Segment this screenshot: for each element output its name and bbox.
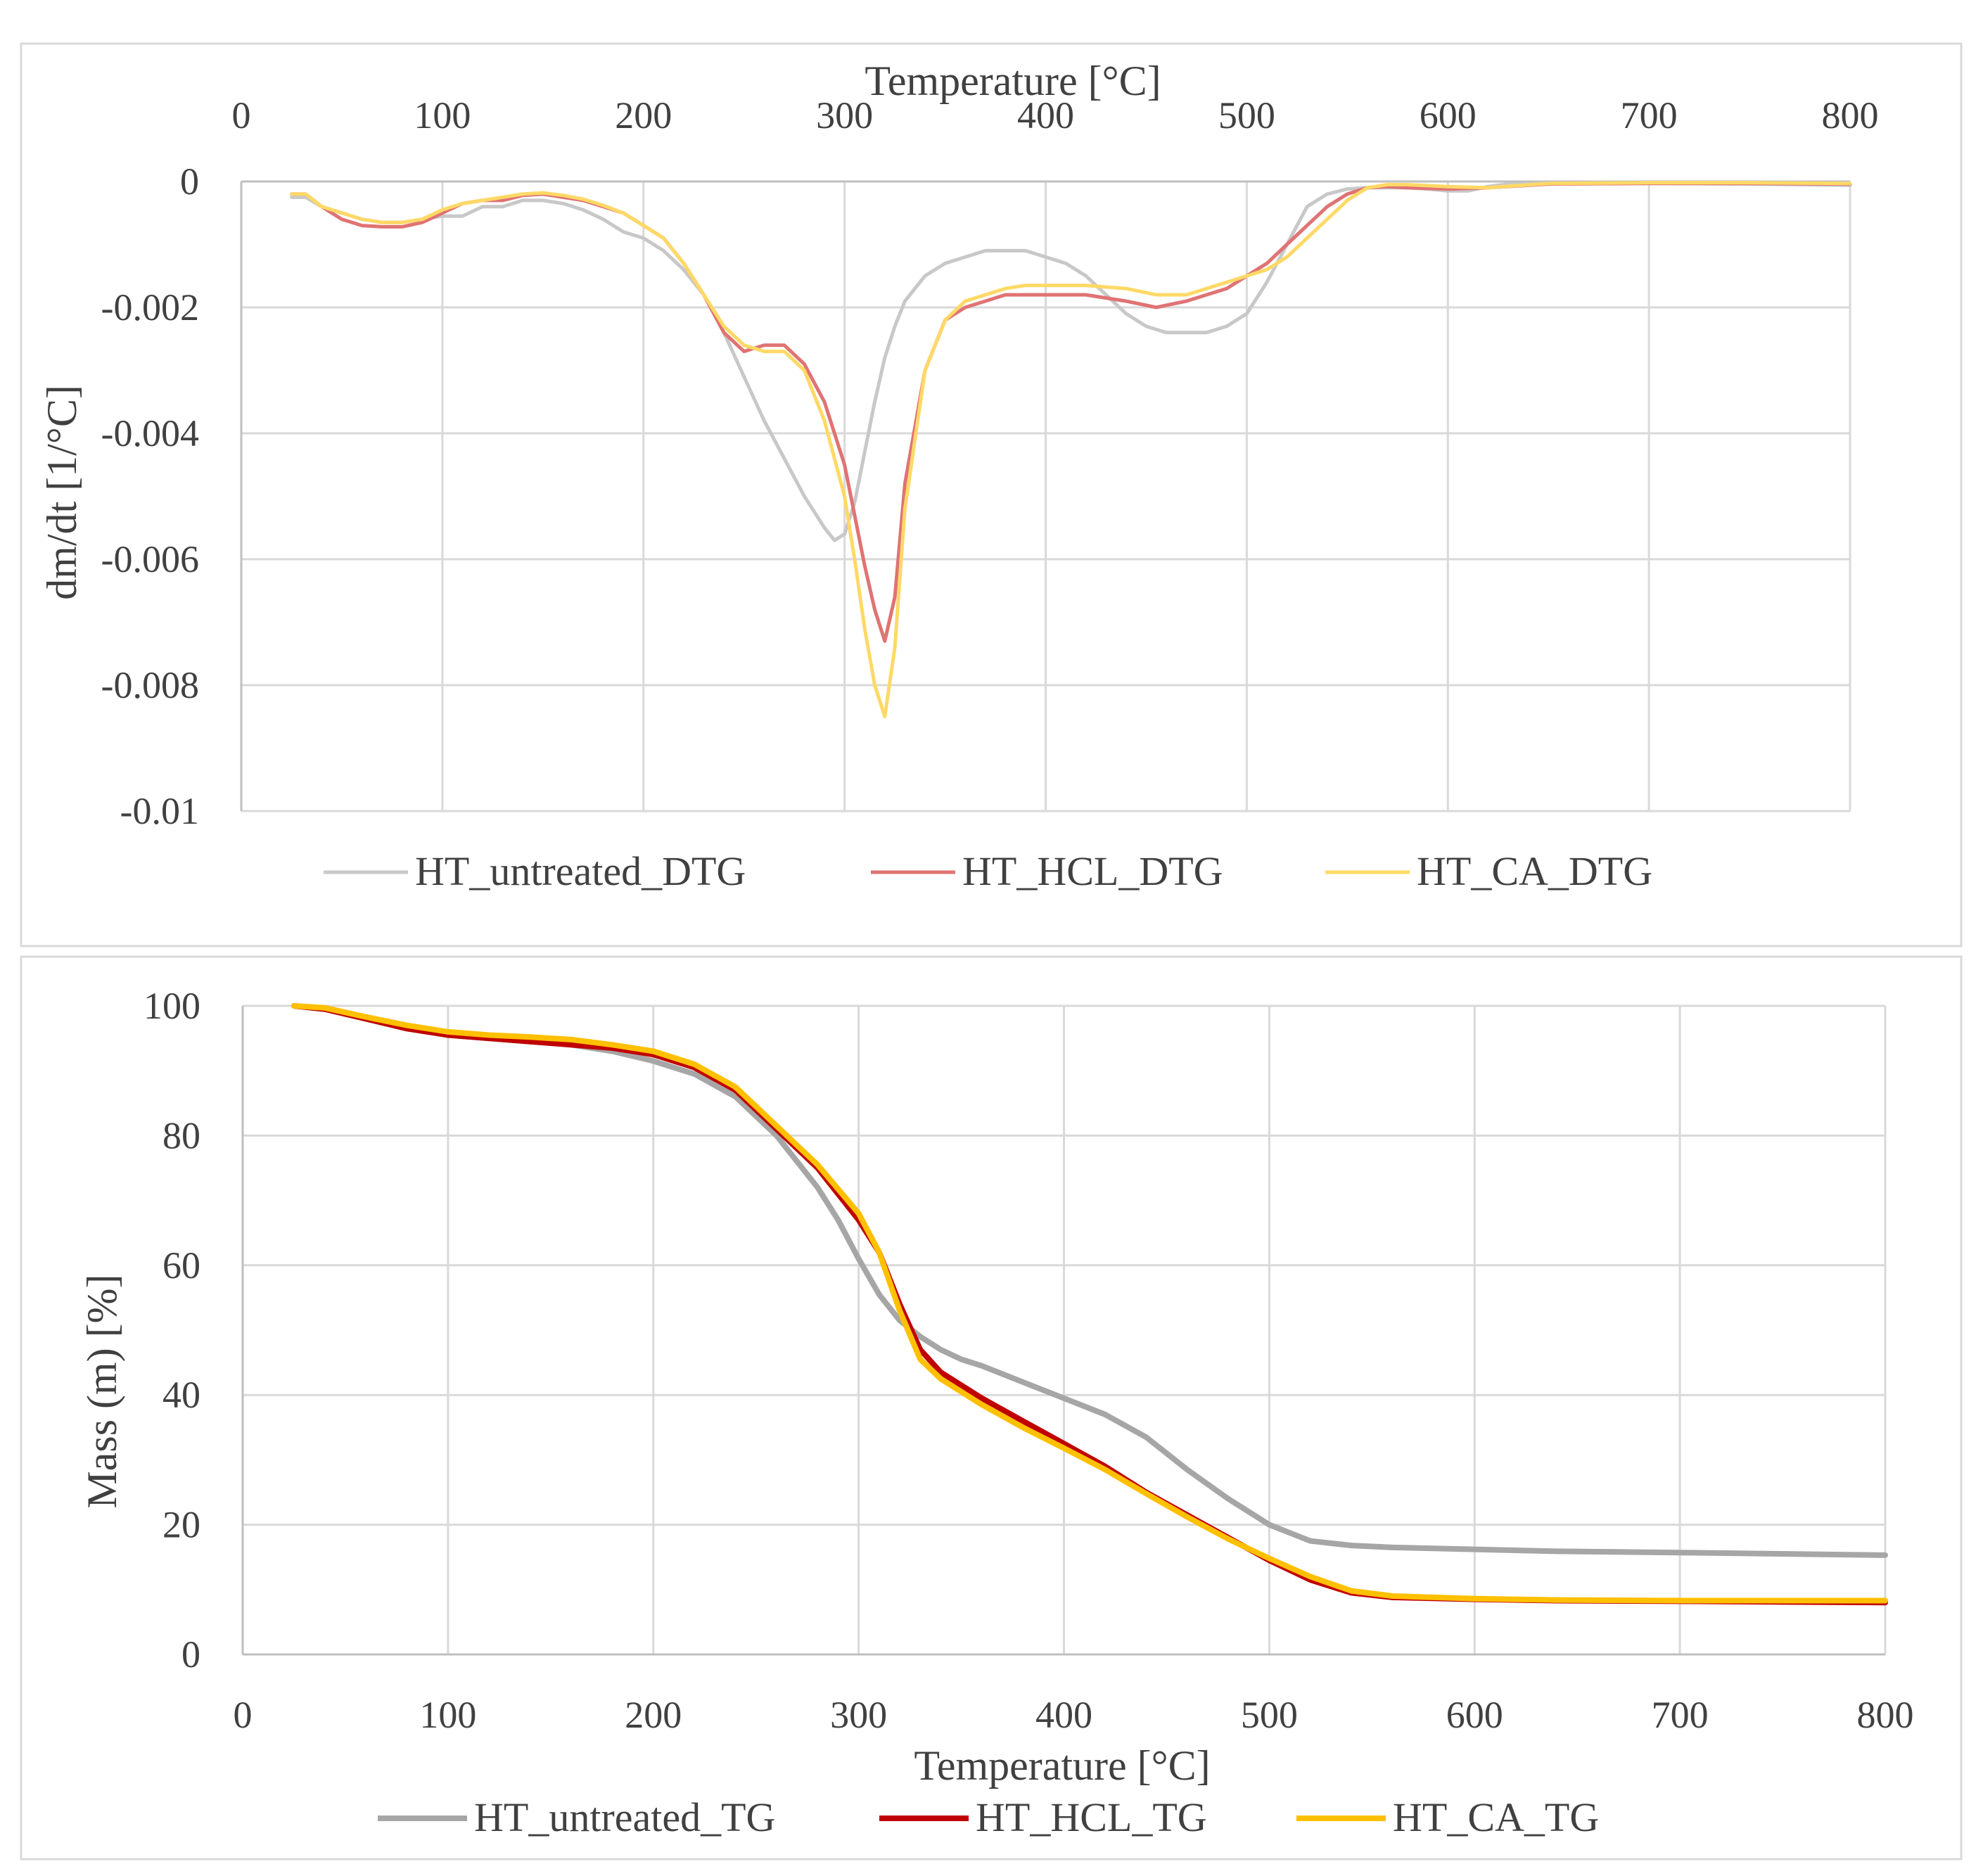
tg-x-tick-label: 300 <box>830 1694 887 1736</box>
tg-y-tick-label: 100 <box>144 985 200 1027</box>
dtg-y-tick-labels: 0 -0.002 -0.004 -0.006 -0.008 -0.01 <box>101 160 199 832</box>
series-line-HT_untreated_DTG <box>290 181 1852 542</box>
series-line-HT_CA_TG <box>291 1003 1888 1604</box>
tg-chart-panel: 0 100 200 300 400 500 600 700 800 0 20 40 60 80 100 T… <box>20 955 1963 1861</box>
dtg-y-tick-label: -0.01 <box>120 790 199 832</box>
tg-x-tick-label: 400 <box>1035 1694 1092 1736</box>
dtg-y-axis-title: dm/dt [1/°C] <box>39 385 85 600</box>
tg-y-tick-label: 40 <box>162 1374 200 1416</box>
legend-label-HT_HCL_TG: HT_HCL_TG <box>976 1794 1207 1840</box>
dtg-y-tick-label: -0.006 <box>101 538 199 580</box>
tg-x-tick-label: 800 <box>1857 1694 1914 1736</box>
series-line-HT_CA_DTG <box>290 181 1852 719</box>
dtg-x-tick-label: 0 <box>232 94 251 136</box>
tg-legend: HT_untreated_TG HT_HCL_TG HT_CA_TG <box>378 1794 1599 1840</box>
tg-gridlines <box>241 1004 1887 1656</box>
dtg-x-tick-labels: 0 100 200 300 400 500 600 700 800 <box>232 94 1879 136</box>
tg-y-axis-title: Mass (m) [%] <box>79 1274 125 1508</box>
dtg-y-tick-label: 0 <box>180 160 199 203</box>
dtg-y-tick-label: -0.008 <box>101 664 199 706</box>
dtg-x-tick-label: 800 <box>1822 94 1879 136</box>
dtg-y-tick-label: -0.002 <box>101 286 199 328</box>
dtg-gridlines <box>240 180 1851 812</box>
dtg-x-tick-label: 300 <box>816 94 873 136</box>
tg-x-axis-title: Temperature [°C] <box>914 1742 1210 1789</box>
dtg-x-tick-label: 500 <box>1218 94 1275 136</box>
dtg-x-tick-label: 200 <box>615 94 672 136</box>
legend-label-HT_CA_DTG: HT_CA_DTG <box>1417 848 1652 894</box>
tg-x-tick-label: 0 <box>234 1694 253 1736</box>
legend-label-HT_untreated_DTG: HT_untreated_DTG <box>415 848 746 894</box>
dtg-chart-panel: 0 100 200 300 400 500 600 700 800 0 -0.002 -0.004 -… <box>20 42 1963 947</box>
tg-x-tick-label: 100 <box>419 1694 476 1736</box>
legend-label-HT_HCL_DTG: HT_HCL_DTG <box>962 848 1223 894</box>
dtg-series-lines <box>290 181 1852 719</box>
dtg-x-tick-label: 400 <box>1017 94 1074 136</box>
tg-y-tick-labels: 0 20 40 60 80 100 <box>144 985 200 1676</box>
dtg-x-tick-label: 700 <box>1621 94 1678 136</box>
tg-x-tick-labels: 0 100 200 300 400 500 600 700 800 <box>234 1694 1914 1736</box>
dtg-legend: HT_untreated_DTG HT_HCL_DTG HT_CA_DTG <box>324 848 1652 894</box>
tg-x-tick-label: 700 <box>1652 1694 1709 1736</box>
tg-x-tick-label: 200 <box>625 1694 682 1736</box>
tg-series-lines <box>291 1003 1888 1606</box>
tg-x-tick-label: 600 <box>1446 1694 1503 1736</box>
legend-label-HT_untreated_TG: HT_untreated_TG <box>474 1794 775 1840</box>
tg-x-tick-label: 500 <box>1241 1694 1298 1736</box>
tg-y-tick-label: 80 <box>162 1114 200 1156</box>
dtg-y-tick-label: -0.004 <box>101 412 199 454</box>
tg-y-tick-label: 60 <box>162 1244 200 1287</box>
legend-label-HT_CA_TG: HT_CA_TG <box>1393 1794 1599 1840</box>
dtg-x-tick-label: 100 <box>414 94 471 136</box>
tg-y-tick-label: 0 <box>181 1633 200 1676</box>
dtg-x-axis-title: Temperature [°C] <box>865 58 1161 104</box>
tg-y-tick-label: 20 <box>162 1504 200 1546</box>
dtg-x-tick-label: 600 <box>1420 94 1477 136</box>
